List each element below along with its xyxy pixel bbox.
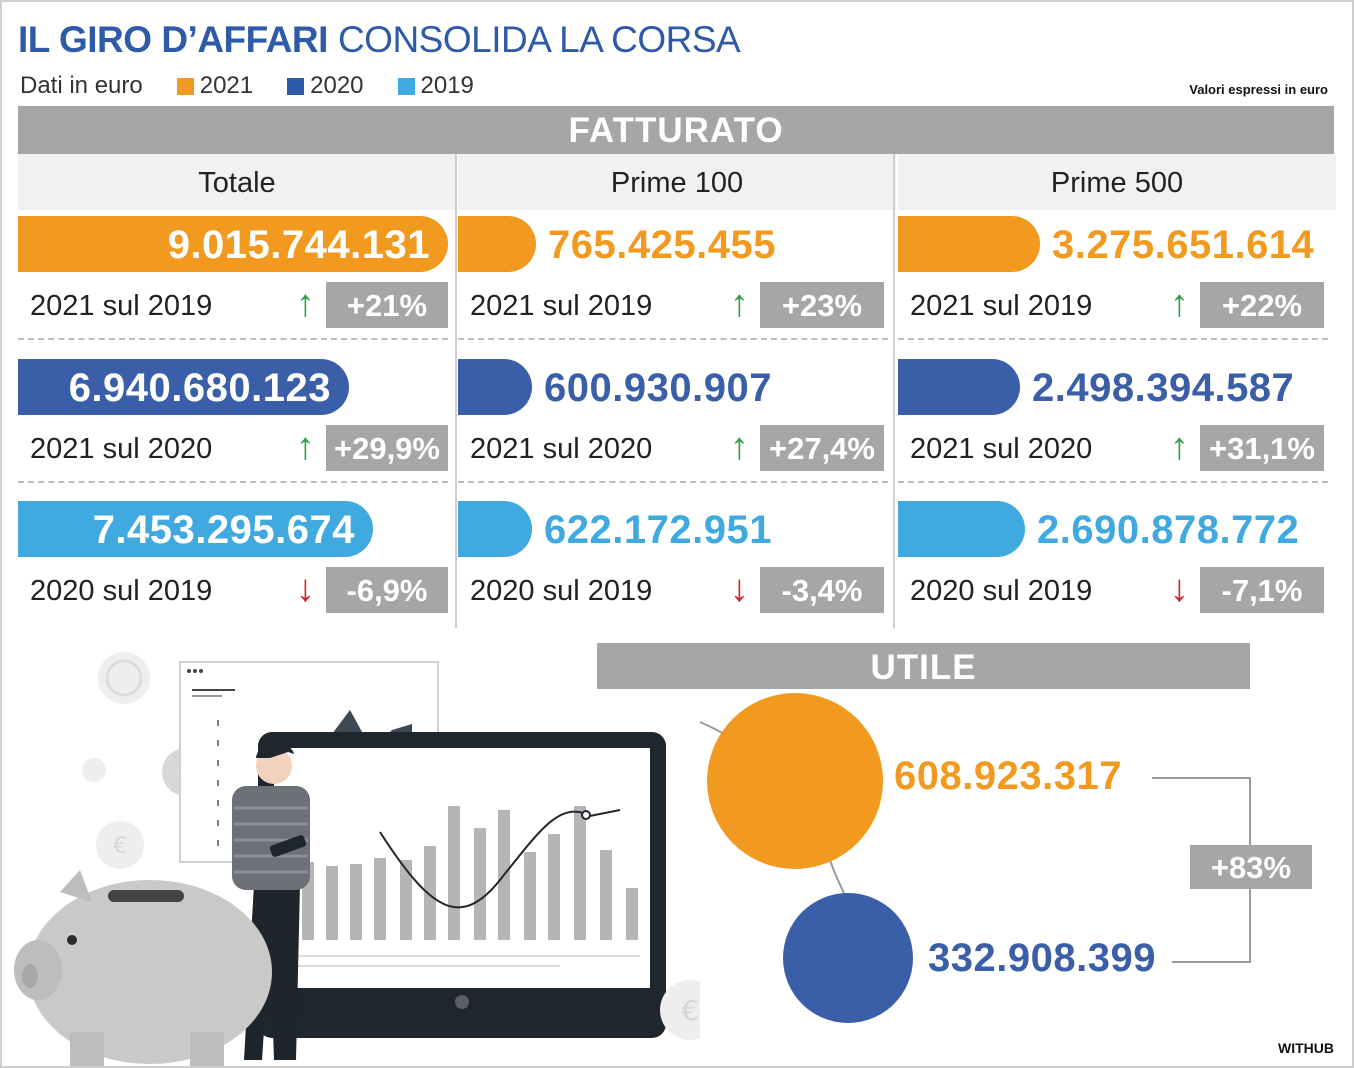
data-label-2019: 2.690.878.772 <box>1037 508 1300 552</box>
comparison-label: 2021 sul 2020 <box>470 433 653 465</box>
title-light: CONSOLIDA LA CORSA <box>337 19 741 60</box>
data-label-2019: 7.453.295.674 <box>92 508 355 552</box>
svg-text:€: € <box>113 834 127 859</box>
data-label-2020: 2.498.394.587 <box>1032 366 1295 410</box>
bar-2020 <box>898 359 1020 415</box>
arrow-down-icon: ↓ <box>296 568 315 610</box>
arrow-up-icon: ↑ <box>296 283 315 325</box>
monitor-icon <box>258 732 666 1038</box>
percent-change-badge: -7,1% <box>1200 567 1324 613</box>
percent-change-badge: +31,1% <box>1200 425 1324 471</box>
utile-change-badge: +83% <box>1190 845 1312 889</box>
bar-2020 <box>18 359 349 415</box>
page-title: IL GIRO D’AFFARI CONSOLIDA LA CORSA <box>18 18 741 62</box>
svg-text:€: € <box>681 994 699 1027</box>
percent-change-badge: -6,9% <box>326 567 448 613</box>
percent-change-badge: +21% <box>326 282 448 328</box>
utile-banner: UTILE <box>597 643 1250 689</box>
comparison-label: 2021 sul 2019 <box>470 290 653 322</box>
legend-item-2019: 2019 <box>397 72 474 100</box>
arrow-up-icon: ↑ <box>730 426 749 468</box>
column-separator <box>455 154 457 628</box>
panel-header: Totale <box>18 154 456 210</box>
legend-label-2021: 2021 <box>199 72 254 99</box>
data-label-2021: 9.015.744.131 <box>167 223 430 267</box>
subtitle: Dati in euro <box>20 72 143 99</box>
legend-item-2021: 2021 <box>176 72 254 100</box>
panel-header: Prime 100 <box>458 154 896 210</box>
data-label-2020: 600.930.907 <box>544 366 772 410</box>
comparison-label: 2021 sul 2020 <box>910 433 1093 465</box>
bar-2019 <box>458 501 532 557</box>
legend-swatch-2019 <box>397 77 415 95</box>
percent-change-badge: +29,9% <box>326 425 448 471</box>
bar-2019 <box>18 501 373 557</box>
arrow-down-icon: ↓ <box>730 568 749 610</box>
coin-icon <box>82 758 106 782</box>
percent-change-badge: +22% <box>1200 282 1324 328</box>
legend-item-2020: 2020 <box>287 72 364 100</box>
fatturato-banner: FATTURATO <box>18 106 1334 154</box>
comparison-label: 2020 sul 2019 <box>470 575 653 607</box>
bar-2019 <box>898 501 1025 557</box>
row-divider <box>458 338 888 340</box>
values-note: Valori espressi in euro <box>1189 82 1328 97</box>
bar-2021 <box>18 216 448 272</box>
utile-value-2020: 332.908.399 <box>928 936 1156 980</box>
title-bold: IL GIRO D’AFFARI <box>18 19 328 60</box>
percent-change-badge: -3,4% <box>760 567 884 613</box>
arrow-up-icon: ↑ <box>730 283 749 325</box>
arrow-up-icon: ↑ <box>1170 283 1189 325</box>
business-illustration: € % <box>14 652 700 1066</box>
credit: WITHUB <box>1278 1040 1334 1056</box>
arrow-down-icon: ↓ <box>1170 568 1189 610</box>
comparison-label: 2021 sul 2019 <box>910 290 1093 322</box>
panel-prime-500: Prime 500 3.275.651.614 2021 sul 2019 ↑ +22%… <box>898 154 1336 628</box>
panel-prime-100: Prime 100 765.425.455 2021 sul 2019 ↑ +23% 60… <box>458 154 896 628</box>
comparison-label: 2021 sul 2020 <box>30 433 213 465</box>
panel-totale: Totale 9.015.744.131 2021 sul 2019 ↑ +21% 6.9… <box>18 154 456 628</box>
legend-label-2020: 2020 <box>310 72 364 99</box>
utile-value-2021: 608.923.317 <box>894 754 1122 798</box>
row-divider <box>458 481 888 483</box>
data-label-2021: 765.425.455 <box>548 223 776 267</box>
piggy-bank-icon <box>14 870 272 1066</box>
legend-swatch-2020 <box>287 77 305 95</box>
comparison-label: 2021 sul 2019 <box>30 290 213 322</box>
row-divider <box>18 481 448 483</box>
percent-change-badge: +23% <box>760 282 884 328</box>
row-divider <box>898 481 1328 483</box>
comparison-label: 2020 sul 2019 <box>910 575 1093 607</box>
data-label-2020: 6.940.680.123 <box>68 366 331 410</box>
bar-2020 <box>458 359 532 415</box>
percent-change-badge: +27,4% <box>760 425 884 471</box>
arrow-up-icon: ↑ <box>296 426 315 468</box>
arrow-up-icon: ↑ <box>1170 426 1189 468</box>
utile-bubble-2021 <box>707 693 883 869</box>
column-separator <box>893 154 895 628</box>
euro-coin-icon: € <box>96 821 144 869</box>
coin-icon <box>98 652 150 704</box>
bar-2021 <box>898 216 1040 272</box>
utile-bubble-2020 <box>783 893 913 1023</box>
bar-2021 <box>458 216 536 272</box>
person-icon <box>232 743 310 1060</box>
row-divider <box>898 338 1328 340</box>
data-label-2019: 622.172.951 <box>544 508 772 552</box>
legend-swatch-2021 <box>176 77 194 95</box>
euro-coin-icon: € <box>660 980 700 1040</box>
subtitle-row: Dati in euro 2021 2020 2019 <box>20 70 474 102</box>
comparison-label: 2020 sul 2019 <box>30 575 213 607</box>
panel-header: Prime 500 <box>898 154 1336 210</box>
legend-label-2019: 2019 <box>420 72 474 99</box>
row-divider <box>18 338 448 340</box>
data-label-2021: 3.275.651.614 <box>1052 223 1315 267</box>
